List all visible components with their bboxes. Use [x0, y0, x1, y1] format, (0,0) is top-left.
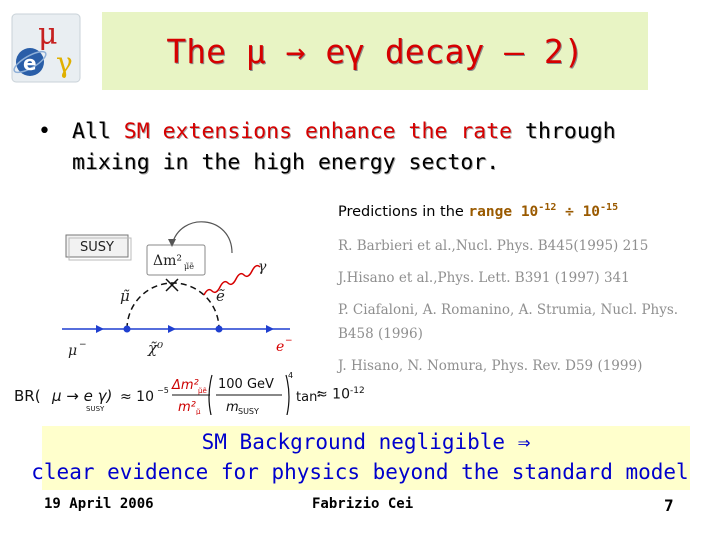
background-line1: SM Background negligible ⇒ [201, 430, 531, 454]
formula-den: m² [178, 400, 196, 415]
formula-br: BR( [14, 387, 41, 405]
formula-exp: −5 [157, 386, 169, 395]
reference-item: R. Barbieri et al.,Nucl. Phys. B445(1995… [338, 238, 649, 254]
mass-insertion-box [146, 244, 206, 276]
predictions-exp-a: -12 [538, 202, 557, 213]
formula-gev: 100 GeV [218, 377, 274, 392]
predictions-line: Predictions in the range 10-12 ÷ 10-15 [338, 202, 618, 220]
bullet-text: All SM extensions enhance the rate throu… [38, 116, 698, 178]
page-number: 7 [664, 496, 674, 515]
formula-num-sub: μ̃ẽ [198, 387, 207, 395]
svg-text:−: − [79, 340, 87, 350]
bullet-marker: • [38, 119, 51, 144]
slide-title: The μ → eγ decay – 2) [166, 31, 584, 71]
formula-msusy: m [226, 400, 239, 415]
e-minus-label: e [276, 339, 284, 355]
slepton-loop [126, 282, 220, 330]
predictions-range-word: range [468, 203, 521, 220]
formula-num: Δm² [171, 378, 199, 393]
formula-result-approx: ≈ 10 [316, 386, 350, 403]
formula-susy-sub: SUSY [86, 405, 105, 413]
formula-process: μ → e γ) [51, 387, 112, 405]
photon-line [203, 264, 261, 296]
predictions-exp-b: -15 [600, 202, 619, 213]
predictions-range-b: 10 [582, 203, 601, 220]
logo-gamma: γ [56, 46, 73, 79]
references-list: R. Barbieri et al.,Nucl. Phys. B445(1995… [338, 234, 708, 378]
logo-e: e [23, 51, 37, 75]
formula-result-exp: -12 [350, 386, 365, 396]
predictions-lead: Predictions in the [338, 203, 469, 220]
branching-ratio-formula: BR( μ → e γ) SUSY ≈ 10 −5 Δm² μ̃ẽ m² μ̃ … [14, 371, 320, 415]
mass-insertion-sub: μ̃ẽ [184, 262, 194, 271]
bullet-part1: All [72, 119, 124, 144]
footer-author: Fabrizio Cei [312, 496, 414, 512]
formula-den-sub: μ̃ [196, 408, 201, 415]
bullet-part3: through [512, 119, 616, 144]
bullet-line2: mixing in the high energy sector. [72, 150, 500, 175]
smuon-label: μ̃ [120, 287, 130, 305]
reference-item: J.Hisano et al.,Phys. Lett. B391 (1997) … [338, 270, 630, 286]
neutralino-label: χ̃⁰ [147, 339, 163, 357]
mass-insertion-label: Δm² [153, 253, 182, 269]
title-box: The μ → eγ decay – 2) [102, 12, 648, 90]
insertion-arrow [171, 221, 233, 254]
formula-msusy-sub: SUSY [238, 407, 259, 415]
formula-approx: ≈ 10 [120, 389, 154, 405]
reference-item: J. Hisano, N. Nomura, Phys. Rev. D59 (19… [338, 358, 643, 374]
reference-item: P. Ciafaloni, A. Romanino, A. Strumia, N… [338, 302, 679, 318]
svg-text:−: − [285, 336, 293, 346]
formula-result: ≈ 10-12 [316, 386, 365, 403]
selectron-label: ẽ [216, 287, 225, 305]
background-line2: clear evidence for physics beyond the st… [31, 460, 689, 484]
susy-label: SUSY [80, 240, 114, 255]
predictions-range-a: 10 [520, 203, 539, 220]
mu-e-gamma-logo-icon: μ e γ [11, 13, 81, 83]
formula-tan: tan²β [296, 390, 320, 405]
mu-minus-label: μ [68, 343, 77, 359]
footer-date: 19 April 2006 [44, 496, 154, 512]
predictions-sep: ÷ [556, 203, 583, 220]
logo-mu: μ [38, 17, 58, 52]
background-box [42, 426, 690, 490]
susy-box [65, 234, 129, 258]
formula-power: 4 [288, 371, 293, 380]
gamma-label: γ [258, 259, 267, 275]
feynman-diagram: SUSY Δm² μ̃ẽ γ μ̃ ẽ μ − χ̃⁰ e − BR( μ → … [14, 221, 320, 415]
bullet-highlight: SM extensions enhance the rate [123, 119, 513, 144]
reference-item: B458 (1996) [338, 326, 423, 342]
